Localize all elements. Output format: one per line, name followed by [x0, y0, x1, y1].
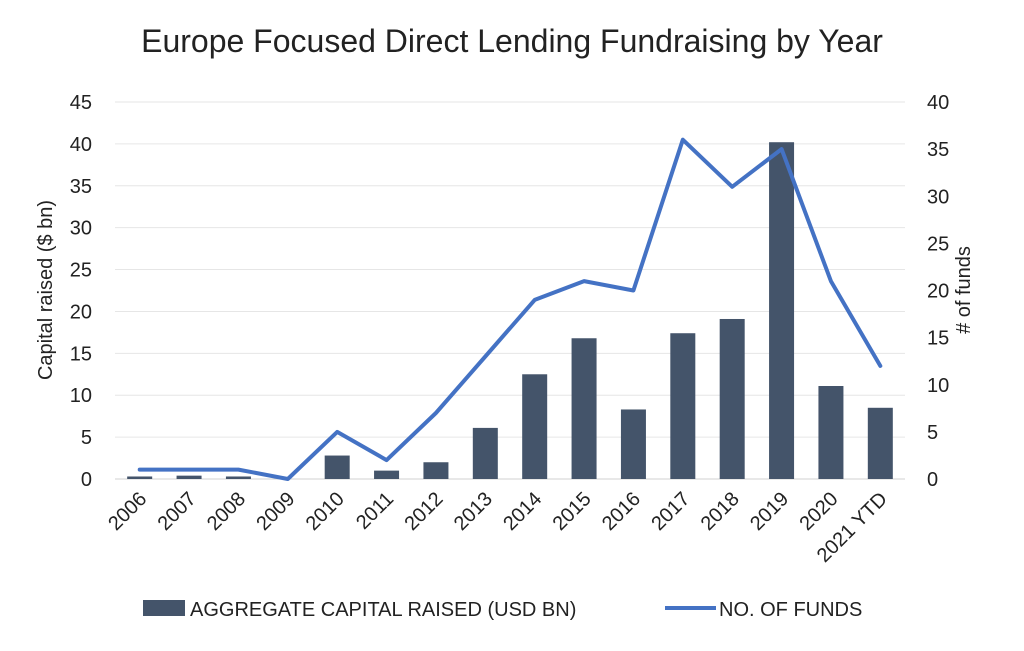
bar: [374, 470, 400, 479]
line-funds: [137, 137, 883, 481]
y2-tick-label: 35: [927, 139, 949, 161]
y2-tick-label: 0: [927, 469, 938, 491]
y-tick-label: 30: [70, 218, 92, 240]
x-tick-label: 2010: [302, 488, 349, 535]
bar: [472, 427, 498, 479]
x-tick-label: 2013: [450, 488, 497, 535]
x-tick-label: 2008: [203, 488, 250, 535]
bar: [620, 409, 646, 479]
legend-bar-label: AGGREGATE CAPITAL RAISED (USD BN): [190, 599, 576, 621]
bar: [324, 455, 350, 479]
bar: [818, 386, 844, 479]
y-tick-label: 40: [70, 134, 92, 156]
x-tick-label: 2012: [400, 488, 447, 535]
y-tick-label: 35: [70, 176, 92, 198]
legend-bar-swatch: [143, 600, 185, 616]
y2-tick-label: 20: [927, 281, 949, 303]
x-tick-label: 2015: [549, 488, 596, 535]
bar: [522, 374, 548, 479]
y2-tick-label: 10: [927, 375, 949, 397]
x-axis-ticks: 2006 2007 2008 2009 2010 2011 2012 2013 2014 2015…: [104, 488, 892, 567]
y2-tick-label: 40: [927, 92, 949, 114]
y2-tick-label: 30: [927, 186, 949, 208]
y-tick-label: 25: [70, 260, 92, 282]
bar: [571, 338, 597, 479]
x-tick-label: 2009: [252, 488, 299, 535]
y-axis-label: Capital raised ($ bn): [35, 200, 57, 380]
line-series: [137, 137, 883, 481]
bar: [423, 462, 449, 479]
legend: AGGREGATE CAPITAL RAISED (USD BN) NO. OF…: [143, 599, 862, 621]
y-tick-label: 15: [70, 343, 92, 365]
gridlines: [115, 101, 905, 480]
x-tick-label: 2017: [647, 488, 694, 535]
y-tick-label: 20: [70, 301, 92, 323]
bar-series: [127, 142, 893, 480]
bar: [719, 318, 745, 479]
bar: [176, 475, 202, 479]
x-tick-label: 2006: [104, 488, 151, 535]
y-tick-label: 10: [70, 385, 92, 407]
x-tick-label: 2018: [697, 488, 744, 535]
y2-tick-label: 5: [927, 422, 938, 444]
bar: [127, 476, 153, 479]
x-tick-label: 2014: [499, 488, 546, 535]
y2-axis-label: # of funds: [953, 246, 975, 334]
y2-tick-label: 25: [927, 233, 949, 255]
bar: [867, 407, 893, 479]
bar: [769, 142, 795, 480]
right-axis-ticks: 0 5 10 15 20 25 30 35 40: [927, 92, 949, 491]
bar: [670, 333, 696, 479]
y-tick-label: 5: [81, 427, 92, 449]
y2-tick-label: 15: [927, 328, 949, 350]
chart-title: Europe Focused Direct Lending Fundraisin…: [141, 23, 883, 59]
x-tick-label: 2007: [154, 488, 201, 535]
y-tick-label: 0: [81, 469, 92, 491]
x-tick-label: 2016: [598, 488, 645, 535]
left-axis-ticks: 0 5 10 15 20 25 30 35 40 45: [70, 92, 92, 491]
bar: [225, 476, 251, 479]
x-tick-label: 2011: [352, 488, 398, 534]
y-tick-label: 45: [70, 92, 92, 114]
legend-line-label: NO. OF FUNDS: [719, 599, 862, 621]
x-tick-label: 2019: [746, 488, 793, 535]
